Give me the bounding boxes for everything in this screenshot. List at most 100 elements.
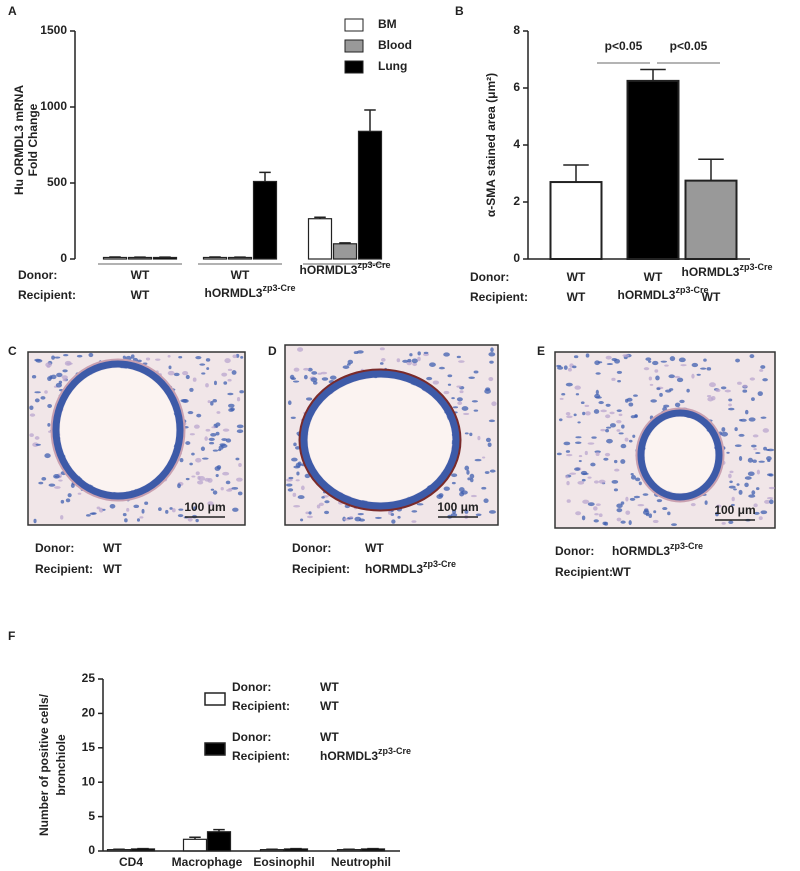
- cell: [62, 378, 67, 382]
- cell: [738, 455, 743, 461]
- cell: [696, 373, 701, 376]
- cell: [577, 421, 581, 424]
- legend-label: Donor:: [232, 730, 271, 744]
- genotype-label: WT: [320, 699, 339, 713]
- cell: [680, 364, 687, 367]
- y-tick-label: 0: [60, 251, 67, 265]
- genotype-label: WT: [612, 565, 631, 579]
- cell: [173, 372, 180, 377]
- cell: [735, 358, 740, 363]
- legend-label: Blood: [378, 38, 412, 52]
- y-tick-label: 5: [88, 809, 95, 823]
- cell: [29, 433, 34, 437]
- cell: [656, 387, 661, 391]
- cell: [321, 377, 329, 381]
- cell: [167, 370, 175, 376]
- cell: [58, 479, 63, 482]
- cell: [565, 475, 569, 479]
- genotype-label: WT: [103, 562, 122, 576]
- cell: [349, 516, 354, 519]
- cell: [566, 480, 570, 486]
- cell: [77, 492, 82, 495]
- cell: [728, 407, 735, 411]
- cell: [206, 367, 210, 371]
- cell: [45, 362, 52, 368]
- cell: [416, 503, 424, 506]
- cell: [587, 502, 595, 507]
- cell: [686, 388, 690, 393]
- cell: [287, 488, 294, 492]
- cell: [484, 388, 491, 394]
- cell: [587, 442, 595, 445]
- cell: [593, 480, 599, 484]
- row-label: Recipient:: [18, 288, 76, 302]
- cell: [742, 389, 748, 393]
- cell: [590, 462, 596, 467]
- cell: [35, 443, 41, 446]
- cell: [293, 504, 301, 508]
- cell: [756, 469, 761, 475]
- cell: [559, 397, 564, 400]
- cell: [611, 357, 618, 362]
- cell: [690, 503, 696, 507]
- cell: [728, 485, 736, 489]
- cell: [488, 376, 494, 382]
- cell: [461, 406, 469, 411]
- cell: [443, 486, 450, 491]
- row-label: Donor:: [18, 268, 57, 282]
- cell: [447, 374, 453, 378]
- cell: [620, 501, 625, 505]
- cell: [609, 423, 616, 428]
- cell: [136, 518, 141, 522]
- cell: [451, 481, 456, 485]
- cell: [232, 354, 238, 359]
- cell: [762, 378, 768, 382]
- cell: [295, 462, 301, 468]
- cell: [210, 488, 215, 491]
- cell: [653, 510, 657, 514]
- cell: [224, 358, 231, 364]
- cell: [669, 356, 676, 362]
- cell: [580, 401, 585, 404]
- scale-label: 100 μm: [437, 500, 478, 514]
- genotype-label: hORMDL3zp3-Cre: [681, 262, 772, 279]
- panel-letter: D: [268, 344, 277, 358]
- cell: [616, 508, 623, 513]
- cell: [391, 519, 396, 524]
- genotype-superscript: zp3-Cre: [670, 541, 703, 551]
- cell: [679, 399, 685, 404]
- cell: [728, 398, 733, 402]
- bar: [332, 243, 358, 260]
- cell: [616, 517, 622, 522]
- cell: [748, 417, 756, 422]
- cell: [219, 443, 226, 447]
- cell: [582, 499, 590, 504]
- cell: [192, 377, 197, 382]
- cell: [563, 441, 571, 446]
- cell: [650, 399, 657, 403]
- genotype-label: hORMDL3zp3-Cre: [612, 541, 703, 558]
- cell: [379, 347, 385, 351]
- cell: [216, 411, 221, 414]
- cell: [581, 478, 586, 482]
- cell: [290, 416, 296, 420]
- cell: [648, 376, 653, 381]
- genotype-base: hORMDL3: [299, 263, 357, 277]
- cell: [470, 494, 477, 498]
- y-tick-label: 500: [47, 175, 67, 189]
- cell: [207, 501, 214, 506]
- cell: [456, 355, 461, 359]
- cell: [124, 518, 128, 523]
- error-bar: [339, 242, 351, 244]
- cell: [481, 486, 487, 490]
- cell: [622, 354, 630, 357]
- cell: [185, 477, 190, 481]
- cell: [221, 438, 228, 441]
- cell: [215, 431, 220, 436]
- row-label: Donor:: [470, 270, 509, 284]
- cell: [674, 402, 681, 408]
- cell: [762, 428, 770, 433]
- genotype-superscript: zp3-Cre: [675, 285, 708, 295]
- cell: [197, 480, 204, 485]
